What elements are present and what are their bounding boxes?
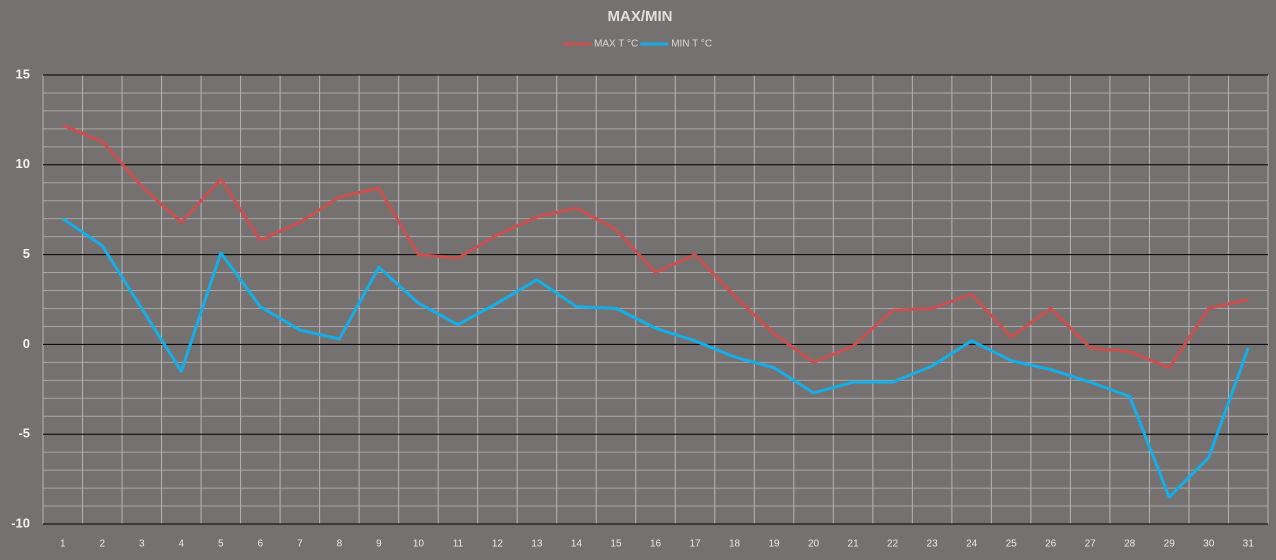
y-tick-label: 5 [23,246,30,261]
x-tick-label: 28 [1124,539,1136,550]
x-tick-label: 14 [571,539,583,550]
data-line [62,123,1249,370]
x-tick-label: 15 [610,539,622,550]
x-tick-label: 23 [927,539,939,550]
x-tick-label: 27 [1085,539,1097,550]
x-tick-label: 7 [297,539,303,550]
legend-label: MAX T °C [594,39,638,50]
x-tick-label: 12 [492,539,504,550]
x-tick-label: 8 [337,539,343,550]
x-tick-label: 20 [808,539,820,550]
x-tick-label: 17 [689,539,701,550]
y-tick-label: 15 [16,66,30,81]
chart-title: MAX/MIN [608,8,673,25]
x-tick-label: 30 [1203,539,1215,550]
legend-label: MIN T °C [671,39,712,50]
y-tick-label: -5 [18,426,30,441]
x-tick-label: 29 [1164,539,1176,550]
x-tick-label: 1 [60,539,66,550]
x-tick-label: 13 [531,539,543,550]
x-tick-label: 18 [729,539,741,550]
y-tick-label: -10 [11,515,30,530]
x-tick-label: 11 [453,539,464,550]
data-line [61,217,1250,499]
x-tick-label: 19 [768,539,780,550]
x-tick-label: 21 [848,539,860,550]
x-tick-label: 3 [139,539,145,550]
x-tick-label: 6 [258,539,264,550]
x-tick-label: 10 [413,539,425,550]
x-tick-label: 5 [218,539,224,550]
x-tick-label: 24 [966,539,978,550]
x-tick-label: 31 [1243,539,1255,550]
legend: MAX T °C MIN T °C [563,39,712,50]
x-tick-label: 2 [99,539,105,550]
x-tick-label: 25 [1006,539,1018,550]
x-tick-label: 4 [179,539,185,550]
x-tick-label: 16 [650,539,662,550]
x-tick-label: 9 [376,539,382,550]
y-tick-label: 0 [23,336,30,351]
y-tick-label: 10 [16,156,30,171]
x-tick-label: 22 [887,539,899,550]
x-tick-label: 26 [1045,539,1057,550]
